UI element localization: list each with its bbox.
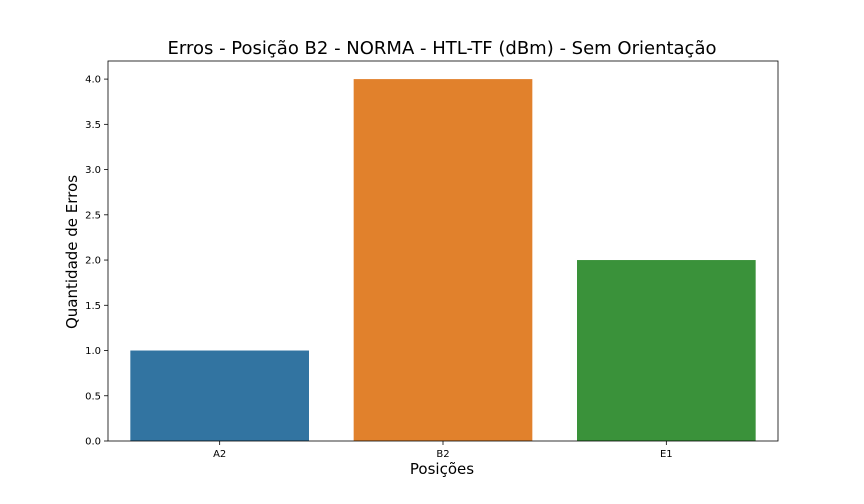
- y-axis-label: Quantidade de Erros: [63, 175, 81, 329]
- y-axis: 0.0 0.5 1.0 1.5 2.0 2.5 3.0 3.5 4.0: [85, 75, 108, 448]
- y-tick-label: 0.5: [85, 391, 101, 402]
- y-tick-label: 4.0: [85, 75, 101, 86]
- y-tick-label: 1.5: [85, 301, 101, 312]
- bar-e1: [577, 260, 756, 441]
- y-tick-label: 2.5: [85, 210, 101, 221]
- y-tick-label: 3.5: [85, 120, 101, 131]
- bars-group: [130, 79, 756, 441]
- x-tick-label: A2: [213, 449, 226, 460]
- y-tick-label: 0.0: [85, 437, 101, 448]
- x-axis-label: Posições: [410, 460, 474, 478]
- y-tick-label: 1.0: [85, 346, 101, 357]
- y-tick-label: 3.0: [85, 165, 101, 176]
- y-tick-label: 2.0: [85, 256, 101, 267]
- x-tick-label: E1: [660, 449, 673, 460]
- x-axis: A2 B2 E1: [213, 441, 673, 460]
- plot-frame: [107, 60, 779, 442]
- bar-a2: [130, 350, 309, 441]
- bar-b2: [353, 79, 533, 441]
- chart-title: Erros - Posição B2 - NORMA - HTL-TF (dBm…: [168, 38, 717, 59]
- x-tick-label: B2: [436, 449, 449, 460]
